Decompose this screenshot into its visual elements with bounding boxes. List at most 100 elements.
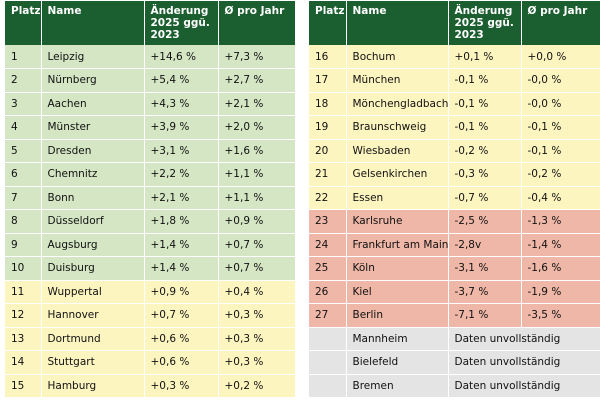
per-year-cell: +2,0 % [218,115,295,140]
per-year-cell: -0,4 % [521,186,600,210]
header-change-line: 2025 ggü. [454,17,514,29]
rank-cell: 25 [309,256,347,281]
city-name-cell: München [346,68,449,93]
header-name: Name [41,1,145,45]
table-row: 27 Berlin -7,1 % -3,5 % [309,303,600,328]
header-change: Änderung 2025 ggü. 2023 [144,1,219,45]
city-name-cell: Wuppertal [41,280,145,304]
rank-cell: 4 [5,115,42,140]
city-name-cell: Karlsruhe [346,209,449,234]
rank-cell-empty [309,350,347,375]
header-change-line: 2023 [150,29,180,41]
header-row: Platz Name Änderung 2025 ggü. 2023 Ø pro J… [5,1,295,45]
rank-cell: 13 [5,327,42,351]
per-year-cell: -0,1 % [521,139,600,163]
table-row: 6 Chemnitz +2,2 % +1,1 % [5,162,295,187]
change-cell: -2,5 % [448,209,522,234]
table-row: 22 Essen -0,7 % -0,4 % [309,186,600,210]
city-name-cell: Bielefeld [346,350,449,375]
rank-cell-empty [309,374,347,398]
data-incomplete-note: Daten unvollständig [448,327,600,351]
header-row: Platz Name Änderung 2025 ggü. 2023 Ø pro J… [309,1,600,45]
city-name-cell: Duisburg [41,256,145,281]
rank-cell: 23 [309,209,347,234]
table-row: 5 Dresden +3,1 % +1,6 % [5,139,295,163]
city-name-cell: Berlin [346,303,449,328]
header-per-year: Ø pro Jahr [218,1,295,45]
table-row: 24 Frankfurt am Main -2,8v -1,4 % [309,233,600,257]
city-name-cell: Aachen [41,92,145,116]
change-cell: -3,7 % [448,280,522,304]
per-year-cell: -3,5 % [521,303,600,328]
per-year-cell: +2,7 % [218,68,295,93]
table-row: 18 Mönchengladbach -0,1 % -0,0 % [309,92,600,116]
rank-cell-empty [309,327,347,351]
table-row: 13 Dortmund +0,6 % +0,3 % [5,327,295,351]
table-row: 16 Bochum +0,1 % +0,0 % [309,45,600,69]
city-name-cell: Augsburg [41,233,145,257]
city-name-cell: Bremen [346,374,449,398]
table-row: 8 Düsseldorf +1,8 % +0,9 % [5,209,295,234]
table-row: 3 Aachen +4,3 % +2,1 % [5,92,295,116]
city-name-cell: Essen [346,186,449,210]
per-year-cell: +1,1 % [218,186,295,210]
change-cell: +3,1 % [144,139,219,163]
rank-cell: 6 [5,162,42,187]
city-name-cell: Braunschweig [346,115,449,140]
per-year-cell: +2,1 % [218,92,295,116]
per-year-cell: +7,3 % [218,45,295,69]
rank-cell: 27 [309,303,347,328]
table-row: 4 Münster +3,9 % +2,0 % [5,115,295,140]
table-row: 1 Leipzig +14,6 % +7,3 % [5,45,295,69]
city-name-cell: Mannheim [346,327,449,351]
change-cell: +1,4 % [144,233,219,257]
city-name-cell: Düsseldorf [41,209,145,234]
city-name-cell: Wiesbaden [346,139,449,163]
rank-cell: 18 [309,92,347,116]
change-cell: +0,6 % [144,350,219,375]
header-rank: Platz [309,1,347,45]
per-year-cell: -0,0 % [521,68,600,93]
rank-cell: 2 [5,68,42,93]
change-cell: +0,6 % [144,327,219,351]
change-cell: +3,9 % [144,115,219,140]
rank-cell: 15 [5,374,42,398]
header-per-year: Ø pro Jahr [521,1,600,45]
rank-cell: 16 [309,45,347,69]
table-row: 9 Augsburg +1,4 % +0,7 % [5,233,295,257]
per-year-cell: +1,1 % [218,162,295,187]
rank-cell: 8 [5,209,42,234]
change-cell: +14,6 % [144,45,219,69]
city-name-cell: Gelsenkirchen [346,162,449,187]
table-row-incomplete: Bremen Daten unvollständig [309,374,600,398]
change-cell: +1,8 % [144,209,219,234]
city-name-cell: Bochum [346,45,449,69]
rank-cell: 26 [309,280,347,304]
city-name-cell: Bonn [41,186,145,210]
per-year-cell: -0,0 % [521,92,600,116]
header-change-line: 2025 ggü. [150,17,210,29]
table-row: 23 Karlsruhe -2,5 % -1,3 % [309,209,600,234]
per-year-cell: -1,4 % [521,233,600,257]
header-change: Änderung 2025 ggü. 2023 [448,1,522,45]
city-name-cell: Kiel [346,280,449,304]
rank-cell: 19 [309,115,347,140]
per-year-cell: -1,3 % [521,209,600,234]
table-row: 19 Braunschweig -0,1 % -0,1 % [309,115,600,140]
city-name-cell: Köln [346,256,449,281]
rank-cell: 3 [5,92,42,116]
change-cell: -0,1 % [448,68,522,93]
city-name-cell: Leipzig [41,45,145,69]
header-name: Name [346,1,449,45]
change-cell: +0,3 % [144,374,219,398]
city-name-cell: Frankfurt am Main [346,233,449,257]
header-change-line: Änderung [150,5,209,17]
rank-cell: 11 [5,280,42,304]
rank-cell: 14 [5,350,42,375]
city-name-cell: Nürnberg [41,68,145,93]
per-year-cell: +1,6 % [218,139,295,163]
rank-cell: 22 [309,186,347,210]
rank-cell: 5 [5,139,42,163]
city-name-cell: Stuttgart [41,350,145,375]
change-cell: +5,4 % [144,68,219,93]
